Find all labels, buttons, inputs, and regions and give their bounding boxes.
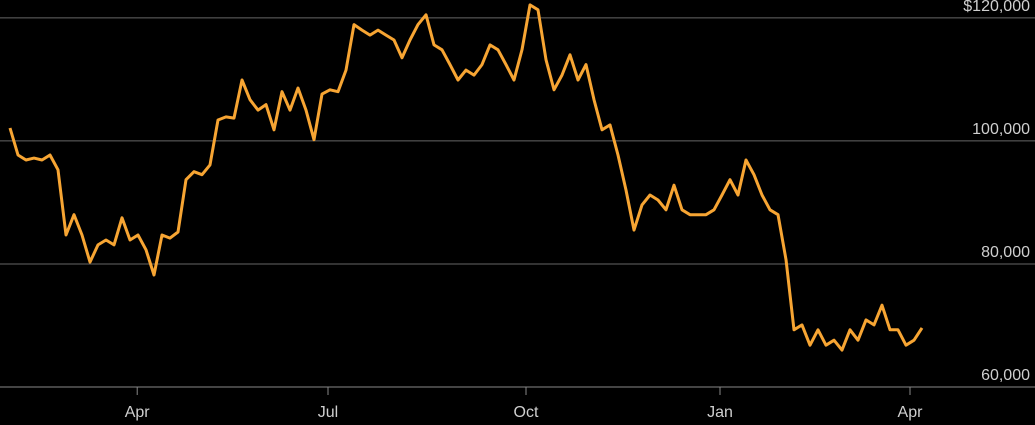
y-tick-label: 100,000 [972, 121, 1030, 138]
x-tick-label: Jan [707, 404, 733, 421]
x-tick-label: Apr [898, 404, 924, 421]
y-tick-label: 60,000 [981, 367, 1030, 384]
x-tick-label: Apr [125, 404, 151, 421]
y-tick-label: 80,000 [981, 244, 1030, 261]
y-tick-label: $120,000 [963, 0, 1030, 15]
x-tick-label: Jul [318, 404, 338, 421]
x-tick-label: Oct [514, 404, 539, 421]
price-line [8, 3, 924, 352]
